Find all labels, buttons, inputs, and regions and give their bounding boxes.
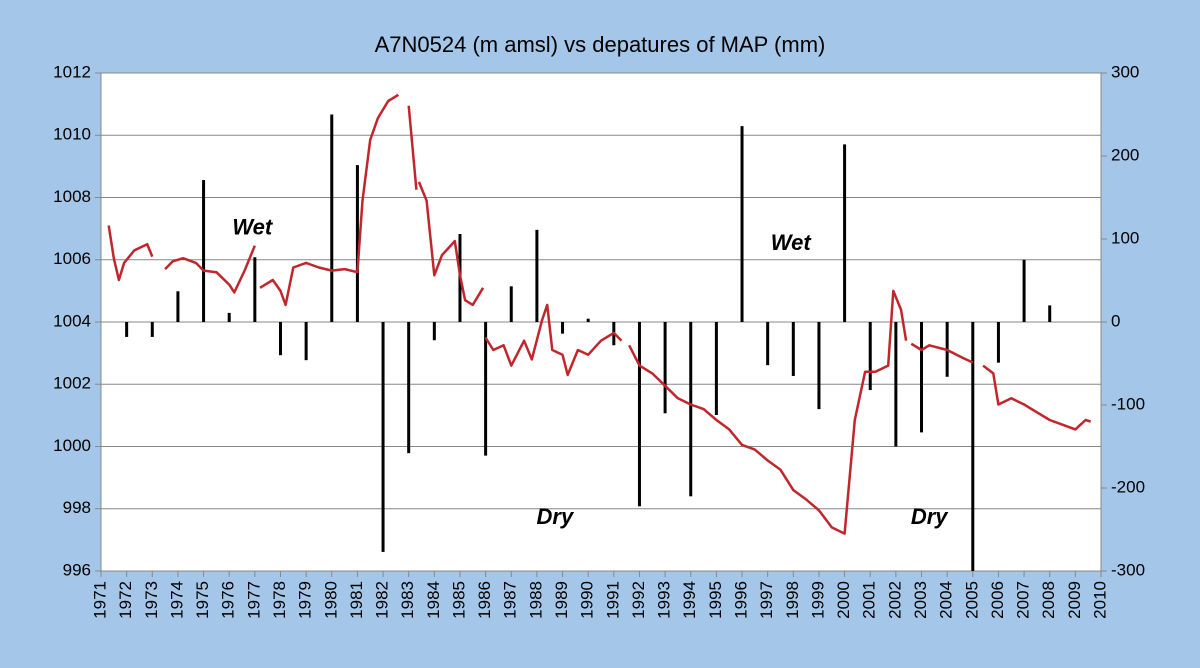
y-tick-label: 1012 <box>53 62 91 81</box>
line <box>107 93 1092 535</box>
bar <box>663 322 667 414</box>
x-tick-label: 1979 <box>296 581 315 619</box>
bar <box>561 322 565 334</box>
x-tick-label: 2008 <box>1039 581 1058 619</box>
x-tick-label: 1994 <box>680 581 699 619</box>
bar <box>432 322 436 341</box>
x-tick-label: 1973 <box>142 581 161 619</box>
x-tick-label: 1999 <box>808 581 827 619</box>
x-tick-label: 2003 <box>911 581 930 619</box>
bar <box>355 165 359 322</box>
x-tick-label: 1997 <box>757 581 776 619</box>
x-tick-label: 1996 <box>732 581 751 619</box>
x-tick-label: 1978 <box>270 581 289 619</box>
y-tick-label: 1006 <box>53 249 91 268</box>
x-tick-label: 1992 <box>629 581 648 619</box>
x-tick-label: 1984 <box>424 581 443 619</box>
annotation: Wet <box>232 214 274 239</box>
bar <box>253 257 257 322</box>
bar <box>586 318 590 322</box>
bar <box>996 322 1000 363</box>
bar <box>304 322 308 361</box>
bar <box>868 322 872 391</box>
chart-title: A7N0524 (m amsl) vs depatures of MAP (mm… <box>375 32 826 57</box>
bar <box>637 322 641 507</box>
annotation: Dry <box>537 504 575 529</box>
bar <box>150 322 154 337</box>
x-tick-label: 1993 <box>655 581 674 619</box>
x-tick-label: 1981 <box>347 581 366 619</box>
bar <box>407 322 411 454</box>
bar <box>381 322 385 552</box>
y-tick-label: 1000 <box>53 436 91 455</box>
x-tick-label: 1988 <box>526 581 545 619</box>
bar <box>843 144 847 322</box>
bar <box>535 229 539 322</box>
bar <box>1022 259 1026 322</box>
y2-tick-label: -300 <box>1111 560 1145 579</box>
x-tick-label: 2002 <box>885 581 904 619</box>
y2-tick-label: 300 <box>1111 62 1139 81</box>
y-tick-label: 996 <box>63 560 91 579</box>
x-tick-label: 1990 <box>578 581 597 619</box>
bar <box>971 322 975 571</box>
y2-tick-label: 100 <box>1111 228 1139 247</box>
bar <box>202 180 206 322</box>
x-tick-label: 2010 <box>1090 581 1109 619</box>
bar <box>1048 305 1052 322</box>
x-tick-label: 2000 <box>834 581 853 619</box>
y-tick-label: 1010 <box>53 125 91 144</box>
annotation: Dry <box>911 504 949 529</box>
y-tick-label: 1002 <box>53 374 91 393</box>
bar <box>278 322 282 356</box>
x-tick-label: 2004 <box>937 581 956 619</box>
bar <box>330 114 334 322</box>
x-tick-label: 2007 <box>1014 581 1033 619</box>
x-tick-label: 1976 <box>219 581 238 619</box>
bar <box>227 312 231 322</box>
bar <box>714 322 718 415</box>
x-tick-label: 1991 <box>603 581 622 619</box>
y2-tick-label: -100 <box>1111 394 1145 413</box>
bar <box>484 322 488 456</box>
x-tick-label: 1998 <box>783 581 802 619</box>
y2-tick-label: 0 <box>1111 311 1120 330</box>
y-tick-label: 998 <box>63 498 91 517</box>
x-tick-label: 1995 <box>706 581 725 619</box>
bar <box>176 291 180 322</box>
x-tick-label: 1987 <box>501 581 520 619</box>
x-tick-label: 2006 <box>988 581 1007 619</box>
bar <box>920 322 924 433</box>
bar <box>125 322 129 337</box>
x-tick-label: 1989 <box>552 581 571 619</box>
bar <box>894 322 898 447</box>
x-tick-label: 1985 <box>449 581 468 619</box>
x-tick-label: 2005 <box>962 581 981 619</box>
x-tick-label: 1971 <box>90 581 109 619</box>
y-tick-label: 1004 <box>53 311 91 330</box>
bar <box>766 322 770 366</box>
bar <box>791 322 795 376</box>
x-tick-label: 1986 <box>475 581 494 619</box>
annotation: Wet <box>771 230 813 255</box>
x-tick-label: 1974 <box>167 581 186 619</box>
bar <box>817 322 821 410</box>
bar <box>740 126 744 323</box>
bar <box>509 286 513 322</box>
x-tick-label: 1980 <box>321 581 340 619</box>
x-tick-label: 1977 <box>244 581 263 619</box>
y2-tick-label: -200 <box>1111 477 1145 496</box>
y2-tick-label: 200 <box>1111 145 1139 164</box>
x-tick-label: 1975 <box>193 581 212 619</box>
bar <box>689 322 693 497</box>
y-tick-label: 1008 <box>53 187 91 206</box>
x-tick-label: 1982 <box>373 581 392 619</box>
x-tick-label: 2001 <box>860 581 879 619</box>
x-tick-label: 1972 <box>116 581 135 619</box>
x-tick-label: 1983 <box>398 581 417 619</box>
x-tick-label: 2009 <box>1065 581 1084 619</box>
